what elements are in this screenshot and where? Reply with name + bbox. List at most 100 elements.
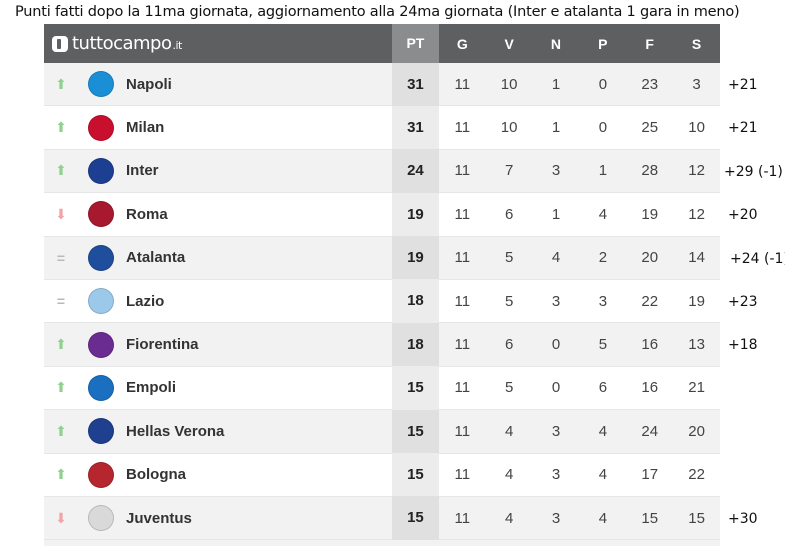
team-name[interactable]: Empoli — [126, 379, 177, 397]
cell-g: 11 — [454, 466, 471, 484]
cell-pt: 15 — [392, 496, 439, 540]
cell-f: 25 — [641, 119, 659, 137]
table-row[interactable]: ⬆ Milan 31 11 10 1 0 25 10 — [44, 105, 720, 150]
row-note: +21 — [728, 120, 758, 137]
table-row[interactable]: = Lazio 18 11 5 3 3 22 19 — [44, 279, 720, 324]
cell-v: 10 — [500, 119, 518, 137]
col-header-n[interactable]: N — [550, 35, 562, 52]
cell-n: 3 — [551, 292, 561, 310]
col-header-v[interactable]: V — [504, 35, 514, 52]
cell-n: 3 — [551, 162, 561, 180]
table-header: tuttocampo .it PT G V N P F S — [44, 24, 720, 63]
team-name[interactable]: Bologna — [126, 466, 186, 484]
trend-up-icon: ⬆ — [55, 422, 67, 439]
trend-up-icon: ⬆ — [55, 119, 67, 136]
col-header-g[interactable]: G — [456, 35, 468, 52]
trend-same-icon: = — [56, 293, 66, 310]
team-crest-icon — [88, 157, 114, 184]
cell-n: 0 — [551, 336, 561, 354]
team-crest-icon — [88, 418, 114, 445]
team-name[interactable]: Fiorentina — [126, 336, 199, 354]
table-row[interactable]: ⬆ Fiorentina 18 11 6 0 5 16 13 — [44, 322, 720, 367]
cell-g: 11 — [454, 75, 471, 93]
logo-name: tuttocampo — [72, 33, 172, 54]
cell-f: 22 — [641, 292, 659, 310]
trend-up-icon: ⬆ — [55, 162, 67, 179]
team-crest-icon — [88, 374, 114, 401]
cell-p: 3 — [598, 292, 608, 310]
cell-s: 3 — [692, 75, 701, 93]
trend-up-icon: ⬆ — [55, 466, 67, 483]
team-name[interactable]: Atalanta — [126, 249, 186, 267]
cell-g: 11 — [454, 422, 471, 440]
cell-n: 3 — [551, 509, 561, 527]
cell-n: 0 — [551, 379, 561, 397]
trend-same-icon: = — [56, 249, 66, 266]
team-crest-icon — [88, 114, 114, 141]
table-row[interactable]: ⬇ Juventus 15 11 4 3 4 15 15 — [44, 496, 720, 541]
cell-g: 11 — [454, 509, 471, 527]
team-crest-icon — [88, 71, 114, 98]
cell-s: 12 — [688, 205, 705, 223]
cell-pt: 15 — [392, 409, 439, 454]
team-name[interactable]: Inter — [126, 162, 159, 180]
row-note: +24 (-1) — [730, 250, 785, 267]
caption: Punti fatti dopo la 11ma giornata, aggio… — [15, 4, 740, 20]
table-row[interactable]: ⬇ Roma 19 11 6 1 4 19 12 — [44, 192, 720, 237]
col-header-pt[interactable]: PT — [391, 24, 439, 63]
col-header-s[interactable]: S — [691, 35, 702, 52]
cell-pt: 15 — [392, 453, 439, 497]
table-body: ⬆ Napoli 31 11 10 1 0 23 3 ⬆ Milan 31 11 10 1 0 25 10 ⬆ Int… — [44, 62, 720, 541]
cell-p: 0 — [598, 119, 608, 137]
cell-v: 10 — [500, 75, 518, 93]
cell-pt: 15 — [392, 366, 439, 410]
team-crest-icon — [88, 244, 114, 271]
team-name[interactable]: Lazio — [126, 292, 165, 310]
cell-g: 11 — [454, 336, 471, 354]
table-row[interactable]: ⬆ Bologna 15 11 4 3 4 17 22 — [44, 453, 720, 497]
table-row[interactable]: = Atalanta 19 11 5 4 2 20 14 — [44, 236, 720, 280]
team-name[interactable]: Roma — [126, 205, 168, 223]
col-header-f[interactable]: F — [645, 35, 654, 52]
team-name[interactable]: Napoli — [126, 75, 172, 93]
cell-p: 5 — [598, 336, 608, 354]
trend-up-icon: ⬆ — [55, 75, 67, 92]
cell-f: 16 — [641, 336, 659, 354]
row-note: +18 — [728, 337, 758, 354]
team-name[interactable]: Milan — [126, 119, 165, 137]
cell-p: 1 — [598, 162, 608, 180]
table-row[interactable]: ⬆ Napoli 31 11 10 1 0 23 3 — [44, 62, 720, 107]
cell-pt: 24 — [392, 149, 439, 193]
cell-n: 1 — [551, 205, 561, 223]
team-crest-icon — [88, 505, 114, 532]
cell-g: 11 — [454, 205, 471, 223]
team-crest-icon — [88, 461, 114, 488]
cell-n: 3 — [551, 422, 561, 440]
cell-p: 4 — [598, 422, 608, 440]
team-crest-icon — [88, 288, 114, 315]
cell-pt: 19 — [392, 236, 439, 280]
cell-f: 17 — [641, 466, 659, 484]
cell-pt: 31 — [392, 105, 439, 150]
cell-pt: 18 — [392, 279, 439, 323]
tuttocampo-logo[interactable]: tuttocampo .it — [44, 33, 392, 54]
table-row[interactable]: ⬆ Hellas Verona 15 11 4 3 4 24 20 — [44, 409, 720, 454]
row-note: +21 — [728, 77, 758, 93]
cell-s: 10 — [688, 119, 705, 137]
cell-n: 1 — [551, 119, 561, 137]
cell-s: 22 — [688, 466, 705, 484]
table-row[interactable]: ⬆ Inter 24 11 7 3 1 28 12 — [44, 149, 720, 194]
cell-g: 11 — [454, 119, 471, 137]
cell-s: 21 — [688, 379, 705, 397]
cell-v: 4 — [504, 466, 514, 484]
trend-up-icon: ⬆ — [55, 336, 67, 353]
cell-f: 19 — [641, 205, 659, 223]
row-note: +20 — [728, 207, 758, 224]
cell-pt: 19 — [392, 192, 439, 237]
cell-s: 19 — [688, 292, 705, 310]
team-name[interactable]: Hellas Verona — [126, 422, 225, 440]
col-header-p[interactable]: P — [598, 35, 608, 52]
team-name[interactable]: Juventus — [126, 509, 192, 527]
table-row[interactable]: ⬆ Empoli 15 11 5 0 6 16 21 — [44, 366, 720, 411]
cell-f: 28 — [641, 162, 659, 180]
